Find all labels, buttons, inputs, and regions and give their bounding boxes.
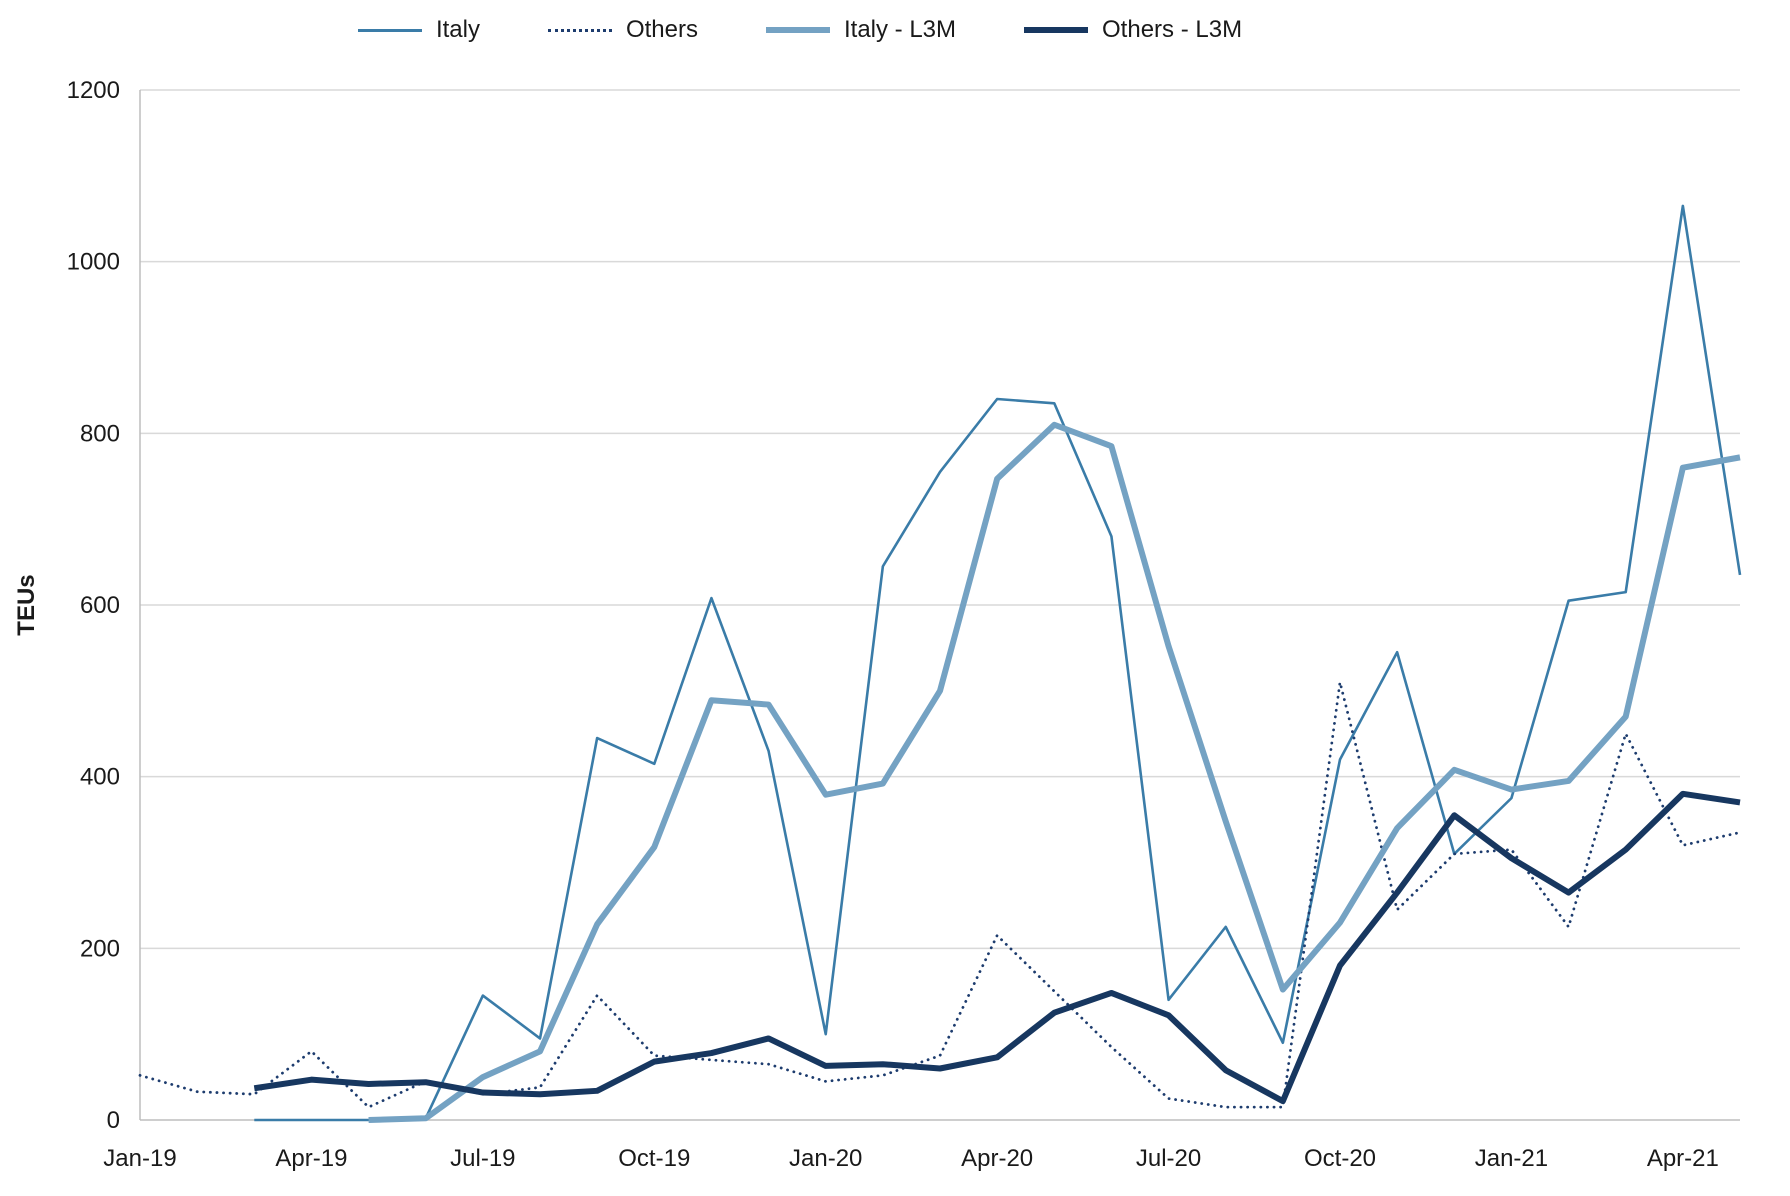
y-tick-label: 200 xyxy=(80,935,120,962)
x-tick-label: Jan-19 xyxy=(103,1145,176,1172)
y-tick-label: 0 xyxy=(107,1107,120,1134)
legend-label: Others xyxy=(625,16,698,43)
x-tick-label: Jul-19 xyxy=(450,1145,515,1172)
x-tick-label: Oct-19 xyxy=(618,1145,690,1172)
x-tick-label: Jan-20 xyxy=(789,1145,862,1172)
series-line-others xyxy=(138,680,1742,1109)
series-line-italy xyxy=(254,204,1742,1122)
x-tick-label: Apr-21 xyxy=(1647,1145,1719,1172)
series-line-italy-l3m xyxy=(368,421,1741,1123)
x-tick-label: Oct-20 xyxy=(1304,1145,1376,1172)
chart-legend: Italy Others Italy - L3M Others - L3M xyxy=(0,16,1790,44)
italy-l3m-line-swatch-icon xyxy=(765,27,830,33)
legend-label: Italy - L3M xyxy=(843,16,957,43)
x-tick-label: Apr-20 xyxy=(961,1145,1033,1172)
y-tick-label: 600 xyxy=(80,592,120,619)
x-tick-label: Jan-21 xyxy=(1475,1145,1548,1172)
legend-item-italy-l3m: Italy - L3M xyxy=(765,16,957,44)
y-tick-label: 1000 xyxy=(67,249,120,276)
others-l3m-line-swatch-icon xyxy=(1024,27,1089,33)
others-dotted-line-swatch-icon xyxy=(547,28,612,32)
y-tick-label: 800 xyxy=(80,420,120,447)
legend-item-italy: Italy xyxy=(357,16,480,44)
italy-line-swatch-icon xyxy=(357,28,422,32)
legend-label: Others - L3M xyxy=(1102,16,1243,43)
y-tick-label: 1200 xyxy=(67,77,120,104)
legend-item-others: Others xyxy=(547,16,698,44)
legend-item-others-l3m: Others - L3M xyxy=(1024,16,1242,44)
y-tick-label: 400 xyxy=(80,764,120,791)
legend-label: Italy xyxy=(435,16,480,43)
x-tick-label: Jul-20 xyxy=(1136,1145,1201,1172)
series-line-others-l3m xyxy=(253,790,1741,1105)
x-tick-label: Apr-19 xyxy=(275,1145,347,1172)
y-axis-title: TEUs xyxy=(13,574,40,635)
